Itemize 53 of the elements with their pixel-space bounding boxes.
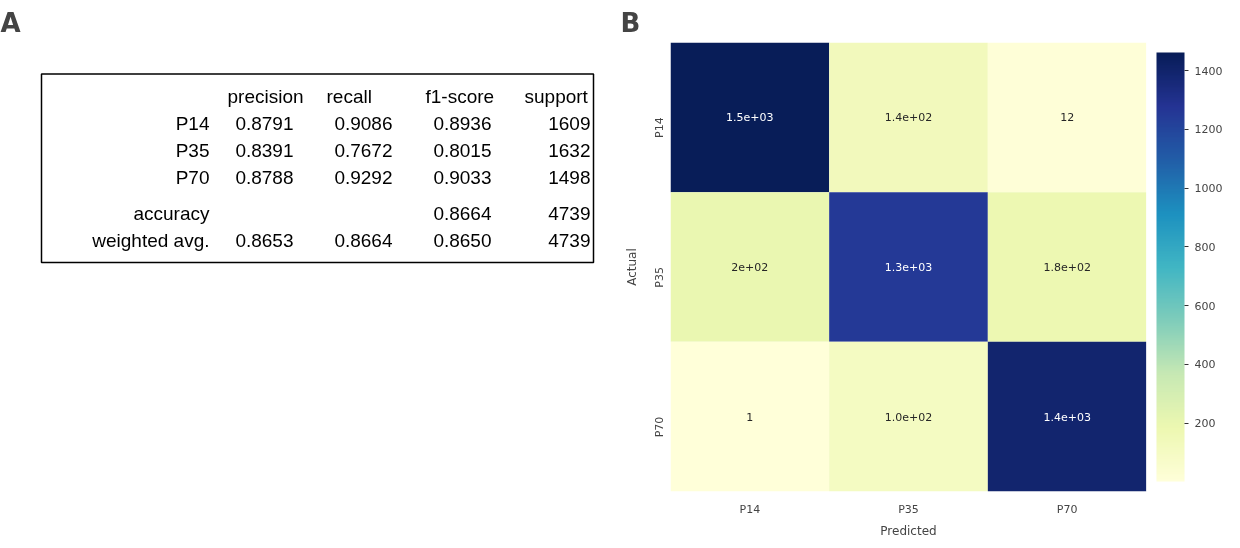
- x-tick-label: P35: [898, 502, 919, 516]
- x-tick-label: P70: [1056, 502, 1078, 516]
- text: 0.8650: [433, 229, 492, 251]
- color-bar-label: 800: [1194, 240, 1216, 254]
- text: 0.8788: [235, 166, 294, 188]
- x-tick-label: P14: [739, 502, 761, 516]
- category-label: P14: [175, 112, 210, 134]
- data-label: 1.8e+02: [1043, 261, 1091, 274]
- category-label: recall: [326, 85, 372, 107]
- category-label: P35: [175, 139, 210, 161]
- data-label: 1.3e+03: [884, 261, 933, 274]
- category-label: support: [524, 85, 589, 107]
- category-label: weighted avg.: [92, 229, 210, 251]
- y-tick-label: P35: [653, 266, 666, 288]
- color-bar-label: 400: [1194, 358, 1216, 372]
- data-label: 12: [1060, 111, 1075, 125]
- text: 0.8391: [235, 139, 294, 161]
- data-label: 1.4e+02: [884, 111, 933, 125]
- category-label: P70: [175, 166, 210, 188]
- y-tick-label: P14: [653, 117, 666, 138]
- category-label: precision: [227, 85, 304, 107]
- color-bar-label: 1000: [1194, 182, 1223, 196]
- data-label: 2e+02: [731, 261, 769, 274]
- color-bar-label: 200: [1194, 417, 1216, 431]
- text: 0.8936: [433, 112, 492, 134]
- data-label: 1.5e+03: [726, 111, 774, 125]
- y-tick-label: P70: [653, 416, 666, 438]
- text: 0.7672: [334, 139, 393, 161]
- category-label: f1-score: [425, 85, 495, 107]
- chart-title: B: [620, 7, 641, 38]
- text: 0.8791: [235, 112, 294, 134]
- data-label: 1: [746, 410, 754, 424]
- x-axis-title: Predicted: [880, 523, 937, 538]
- text: 0.8015: [433, 139, 492, 161]
- text: 1609: [548, 112, 591, 134]
- text: 0.8653: [235, 229, 294, 251]
- color-bar-label: 1400: [1194, 64, 1223, 78]
- text: A: [0, 7, 21, 38]
- text: 1632: [548, 139, 591, 161]
- category-label: accuracy: [133, 202, 210, 224]
- text: 1498: [548, 166, 591, 188]
- data-label: 1.4e+03: [1043, 410, 1091, 424]
- text: 0.9033: [433, 166, 492, 188]
- text: 0.9292: [334, 166, 393, 188]
- text: 4739: [548, 202, 591, 224]
- y-axis-title: Actual: [624, 248, 639, 286]
- text: 0.8664: [334, 229, 393, 251]
- text: 4739: [548, 229, 591, 251]
- text: 0.9086: [334, 112, 393, 134]
- data-label: 1.0e+02: [884, 410, 933, 424]
- text: 0.8664: [433, 202, 492, 224]
- color-bar-label: 600: [1194, 299, 1216, 313]
- color-bar-label: 1200: [1194, 123, 1223, 137]
